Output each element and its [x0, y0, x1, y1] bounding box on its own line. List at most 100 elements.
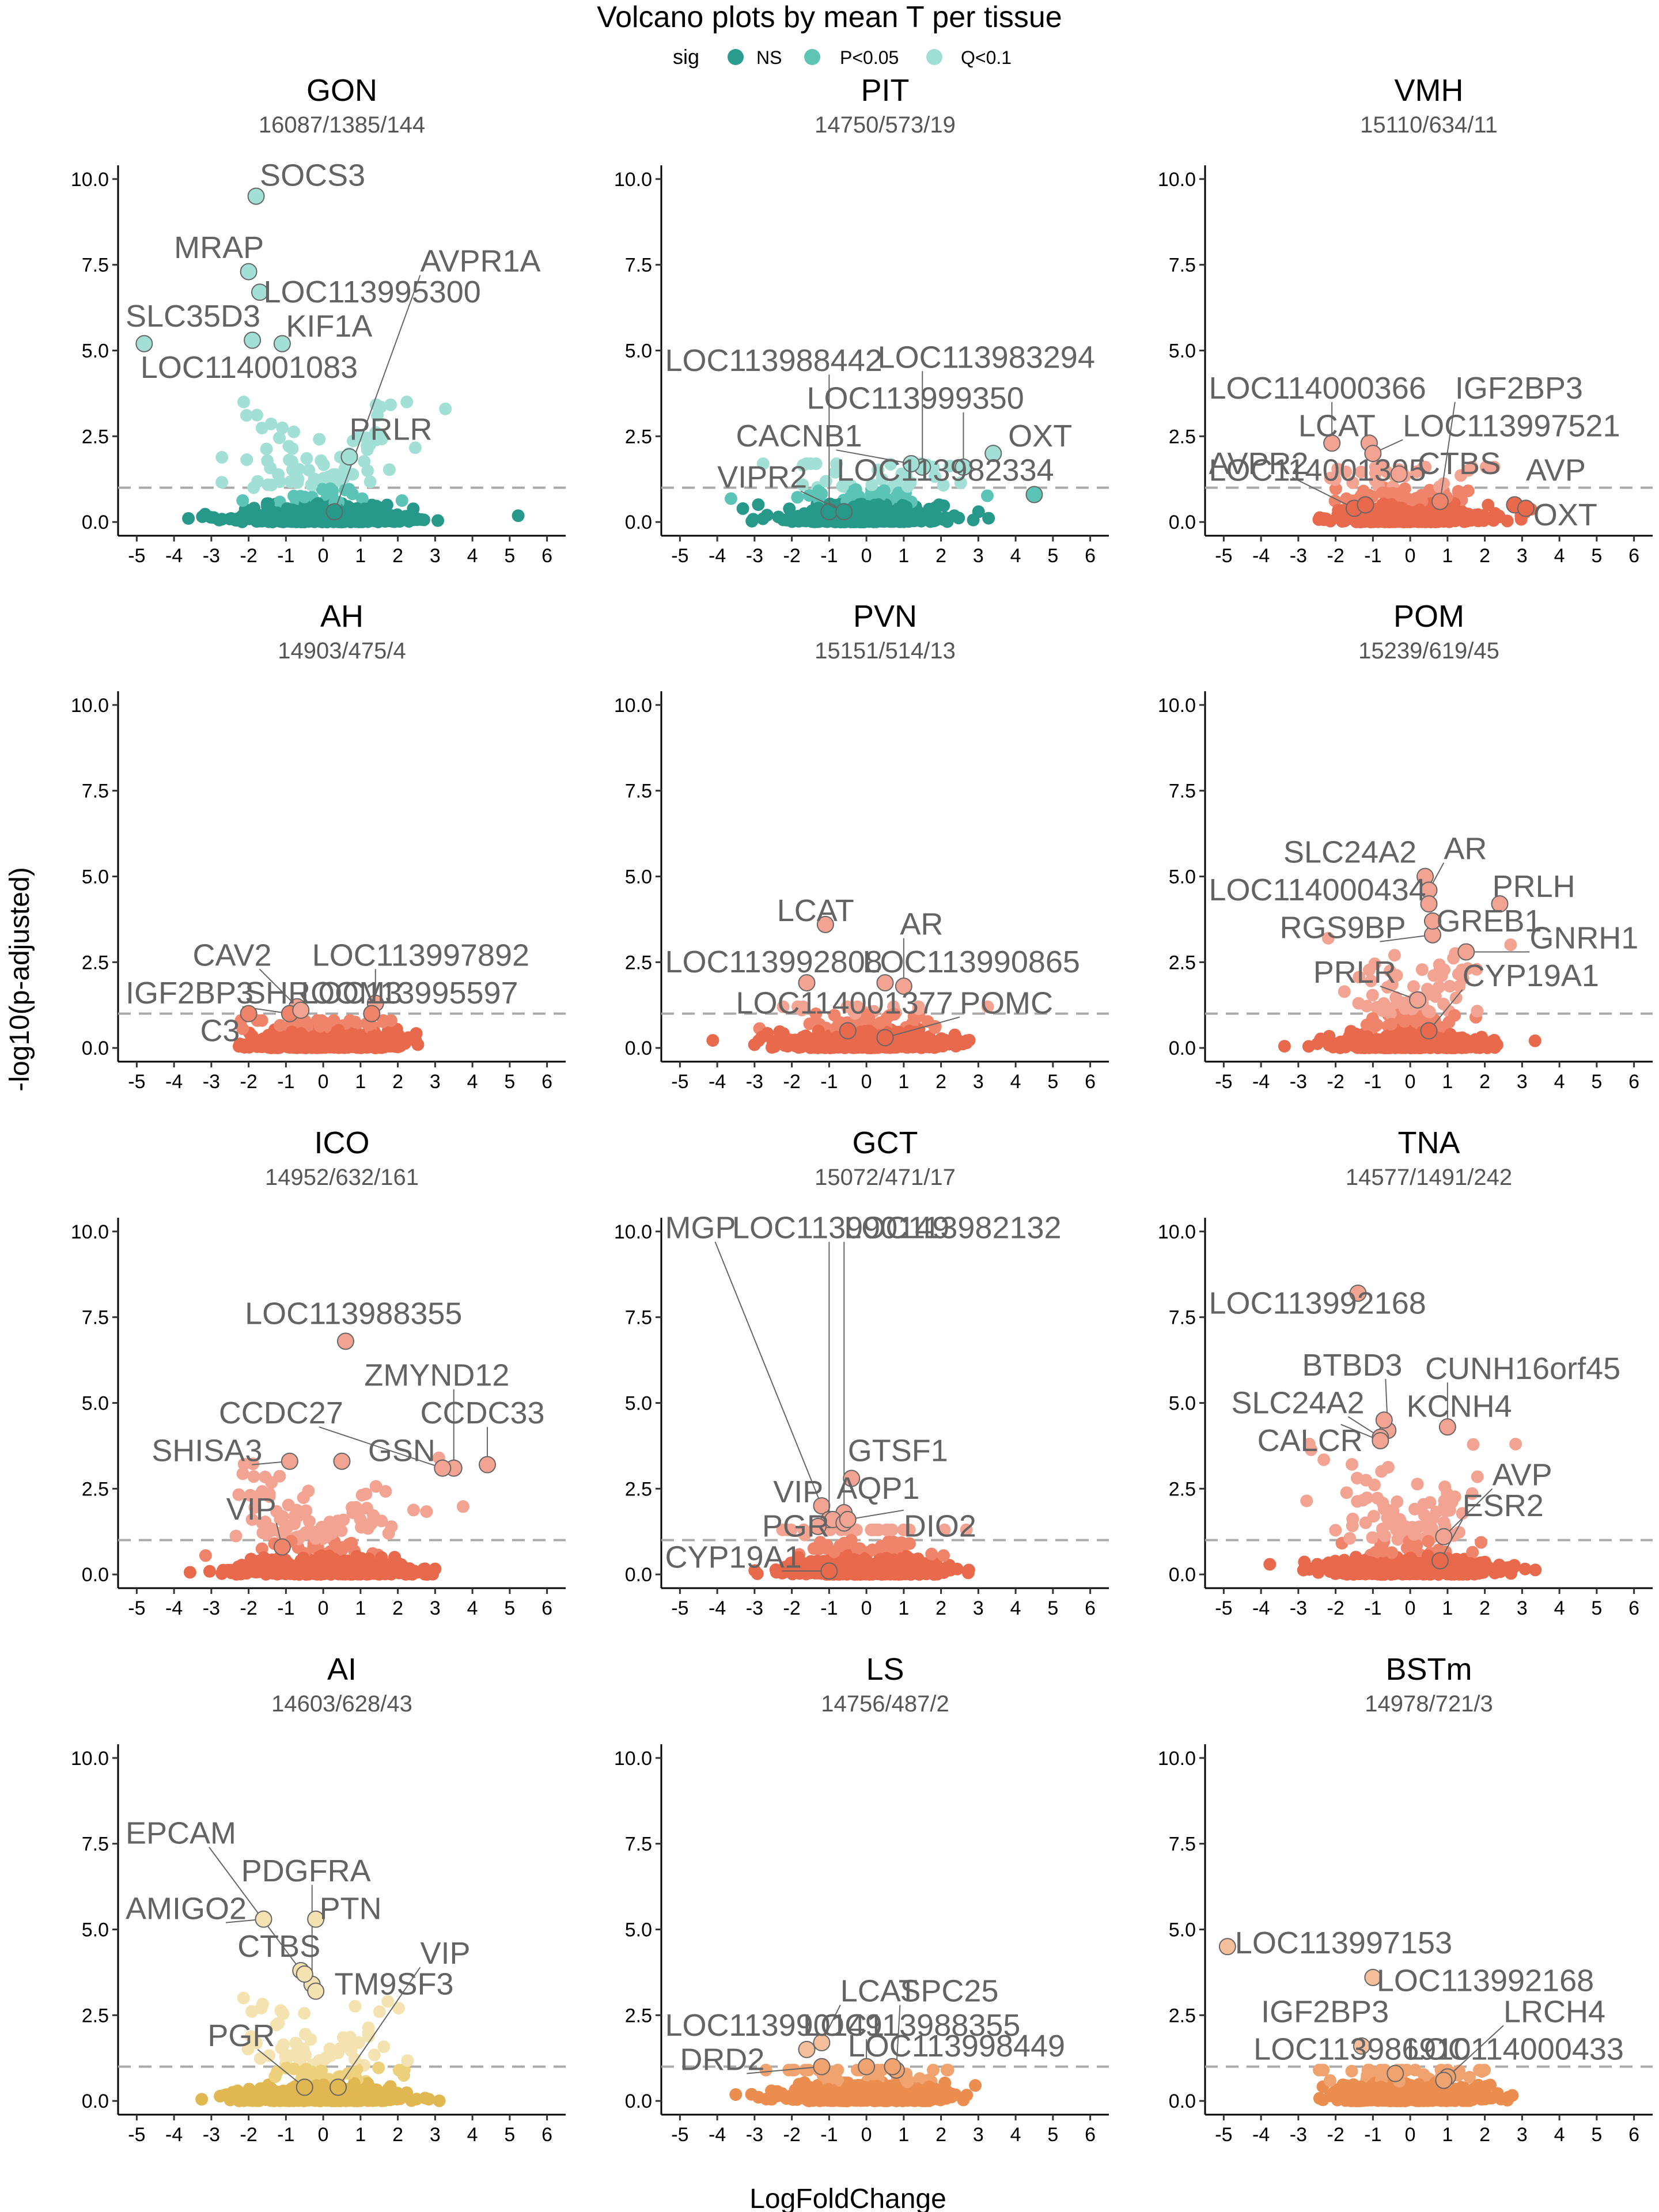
gene-point: [835, 503, 853, 521]
gene-point: [1517, 499, 1535, 517]
point: [352, 1031, 365, 1044]
y-tick-label: 2.5: [625, 952, 652, 974]
x-tick-label: -3: [203, 1071, 220, 1093]
gene-point: [240, 1005, 257, 1022]
gene-label: MRAP: [174, 230, 264, 265]
point: [384, 398, 397, 411]
legend-label-q01: Q<0.1: [961, 47, 1012, 68]
x-tick-label: 2: [392, 545, 403, 567]
y-tick-label: 2.5: [1169, 426, 1196, 448]
panel-subtitle: 14903/475/4: [278, 638, 406, 664]
point: [328, 468, 342, 481]
gene-point: [1390, 465, 1408, 483]
x-tick-label: 6: [1085, 545, 1096, 567]
point: [183, 1566, 196, 1579]
point: [245, 506, 259, 519]
x-tick-label: -1: [820, 545, 838, 567]
point: [1382, 513, 1395, 526]
point: [255, 1040, 268, 1054]
point: [411, 1038, 425, 1051]
y-tick-label: 7.5: [82, 781, 109, 802]
point: [418, 1567, 431, 1581]
point: [327, 1520, 340, 1533]
x-tick-label: -2: [240, 1071, 257, 1093]
x-tick-label: 4: [1010, 545, 1021, 567]
point: [236, 494, 249, 507]
y-tick-label: 10.0: [614, 169, 652, 191]
x-tick-label: -3: [1290, 1071, 1307, 1093]
x-tick-label: 5: [1047, 545, 1058, 567]
x-tick-label: -2: [240, 1597, 257, 1619]
point: [1429, 513, 1442, 527]
x-tick-label: -5: [1215, 1071, 1232, 1093]
gene-label: OXT: [1008, 419, 1072, 453]
gene-label: LOC114000366: [1209, 371, 1426, 406]
x-tick-label: 3: [973, 1071, 984, 1093]
gene-label: LOC113997892: [312, 938, 529, 972]
point: [809, 1038, 821, 1051]
x-tick-label: -4: [165, 1071, 183, 1093]
y-tick-label: 0.0: [1169, 1037, 1196, 1059]
x-tick-label: -1: [277, 545, 294, 567]
gene-label: AVP: [1526, 453, 1586, 488]
gene-point: [281, 1452, 298, 1470]
gene-label: SOCS3: [260, 158, 365, 193]
gene-label: CCDC27: [219, 1396, 343, 1430]
gene-point: [1457, 943, 1475, 961]
x-tick-label: 4: [1010, 1071, 1021, 1093]
x-tick-label: -3: [1290, 545, 1307, 567]
x-tick-label: -2: [783, 1071, 801, 1093]
gene-point: [273, 1538, 291, 1556]
x-tick-label: 3: [430, 1597, 441, 1619]
y-tick-label: 2.5: [625, 426, 652, 448]
point: [395, 494, 408, 507]
point: [410, 512, 423, 525]
point: [1471, 1005, 1484, 1018]
point: [1332, 503, 1345, 517]
y-tick-label: 0.0: [82, 512, 109, 533]
gene-label: LCAT: [777, 893, 854, 928]
x-tick-label: 1: [898, 545, 909, 567]
point: [302, 1484, 315, 1498]
panel-title: GCT: [853, 1126, 918, 1160]
y-tick-label: 7.5: [625, 1307, 652, 1329]
point: [247, 1470, 260, 1483]
point: [1490, 1038, 1503, 1051]
point: [355, 492, 369, 505]
x-tick-label: -2: [240, 545, 257, 567]
point: [1444, 1041, 1457, 1054]
legend-label-p005: P<0.05: [840, 47, 899, 68]
gene-label: AR: [900, 907, 943, 942]
point: [265, 478, 278, 491]
point: [956, 1037, 969, 1051]
point: [420, 1505, 433, 1518]
y-tick-label: 2.5: [82, 952, 109, 974]
gene-point: [1420, 1022, 1438, 1040]
point: [921, 1040, 934, 1053]
point: [287, 425, 301, 438]
point-cloud: [725, 457, 995, 529]
gene-label: GNRH1: [1529, 921, 1638, 956]
point: [1407, 980, 1420, 993]
x-tick-label: 4: [467, 1071, 478, 1093]
x-tick-label: -3: [203, 545, 220, 567]
point: [952, 512, 965, 525]
point: [408, 441, 422, 454]
point: [297, 1551, 310, 1565]
point: [271, 1564, 285, 1577]
x-tick-label: 5: [1591, 1071, 1602, 1093]
gene-point: [273, 335, 291, 353]
point: [850, 1041, 862, 1054]
legend-swatch-q01: [926, 49, 942, 65]
y-tick-label: 10.0: [71, 1221, 109, 1243]
point: [1456, 1032, 1469, 1046]
point: [1404, 1036, 1418, 1049]
point: [1398, 1015, 1411, 1028]
y-tick-label: 10.0: [614, 1221, 652, 1243]
y-tick-label: 5.0: [1169, 340, 1196, 362]
panel-title: AH: [320, 599, 363, 634]
point: [393, 1038, 407, 1051]
